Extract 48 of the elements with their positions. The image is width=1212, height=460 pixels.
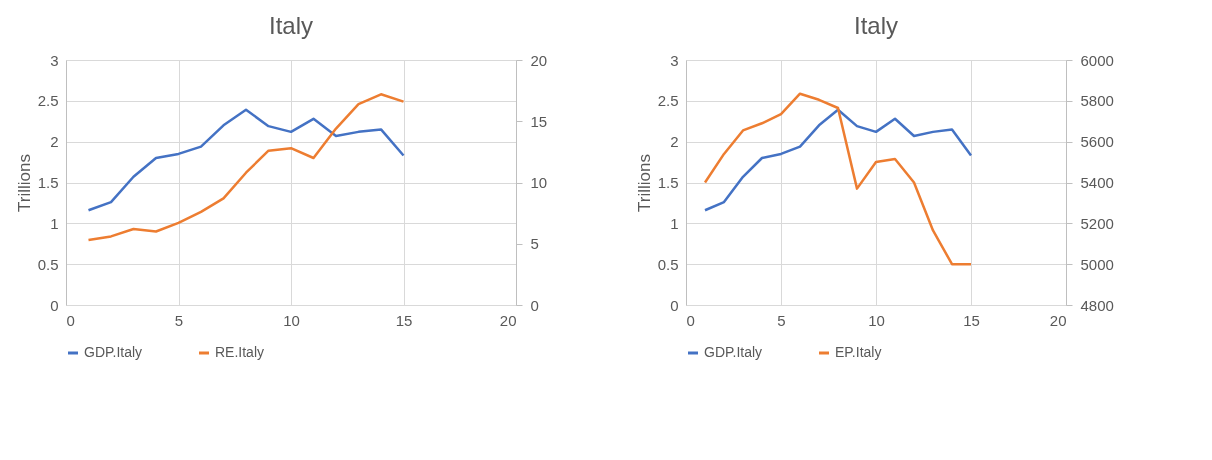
line-series [703,92,973,266]
y-tick-label: 0.5 [37,255,59,273]
y-tick-label: 1.5 [657,174,679,191]
y-tick-label: 2 [670,133,679,151]
y-tick-label: 1 [50,214,59,232]
chart-title: Italy [853,12,899,39]
y2-tick-label: 5 [530,235,539,253]
x-tick-label: 20 [499,311,517,329]
y2-tick-label: 5600 [1080,133,1114,151]
line-series [87,93,405,242]
x-tick-label: 15 [395,311,413,329]
x-tick-label: 10 [868,311,885,329]
line-series [87,108,405,212]
chart-title: Italy [268,12,314,39]
y-tick-label: 2.5 [657,92,679,110]
x-tick-label: 15 [963,311,980,329]
y-tick-label: 3 [670,51,679,69]
y-tick-label: 0 [50,296,59,314]
line-series [703,108,973,212]
y2-tick-label: 4800 [1080,296,1114,314]
legend-label: GDP.Italy [84,344,143,360]
y2-tick-label: 15 [530,112,548,130]
x-tick-label: 0 [686,311,695,329]
y2-tick-label: 5000 [1080,255,1114,273]
x-tick-label: 20 [1049,311,1067,329]
legend-label: EP.Italy [835,344,882,360]
y2-tick-label: 10 [530,174,548,191]
x-tick-label: 5 [174,311,184,329]
y-tick-label: 0.5 [657,255,679,273]
y2-tick-label: 0 [530,296,539,314]
y2-tick-label: 5800 [1080,92,1114,110]
x-tick-label: 10 [283,311,300,329]
y2-tick-label: 5200 [1080,214,1114,232]
legend-label: GDP.Italy [704,344,763,360]
y-tick-label: 1 [670,214,679,232]
legend-label: RE.Italy [215,344,265,360]
y-tick-label: 0 [670,296,679,314]
y-tick-label: 3 [50,51,59,69]
y-tick-label: 2 [50,133,59,151]
x-tick-label: 5 [777,311,786,329]
y-tick-label: 2.5 [37,92,59,110]
y-tick-label: 1.5 [37,174,59,191]
x-tick-label: 0 [66,311,75,329]
y-axis-title: Trillions [634,154,654,212]
y-axis-title: Trillions [14,154,34,212]
y2-tick-label: 5400 [1080,174,1114,191]
y2-tick-label: 20 [530,51,548,69]
y2-tick-label: 6000 [1080,51,1114,69]
